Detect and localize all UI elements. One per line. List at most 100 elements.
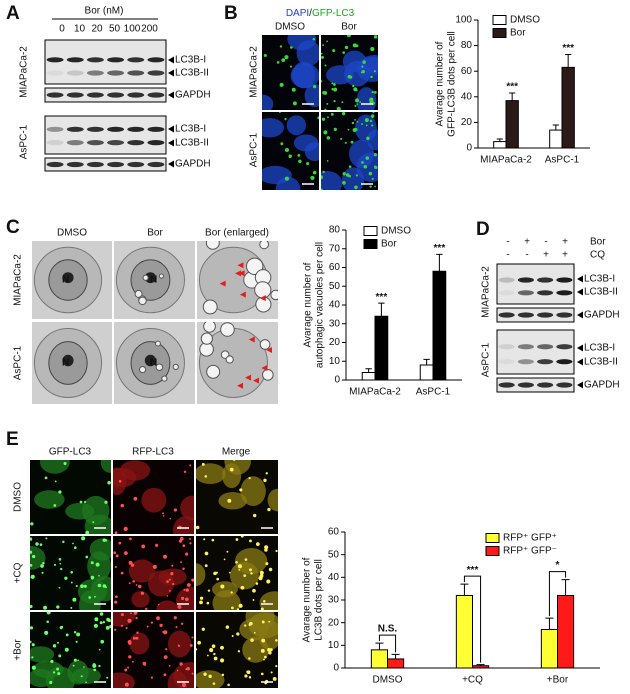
cell bbox=[156, 600, 178, 610]
dot bbox=[63, 461, 67, 466]
dot bbox=[354, 185, 358, 190]
vacuole bbox=[142, 274, 149, 281]
dot bbox=[177, 644, 180, 647]
dot bbox=[264, 655, 267, 659]
arrow bbox=[238, 270, 245, 277]
band bbox=[147, 70, 165, 76]
dot bbox=[120, 503, 125, 508]
vacuole bbox=[206, 364, 221, 379]
dot bbox=[237, 564, 243, 569]
dot bbox=[83, 584, 87, 588]
sign: + bbox=[562, 250, 568, 261]
cell bbox=[128, 559, 156, 583]
micrograph bbox=[197, 241, 278, 319]
dot bbox=[342, 181, 346, 185]
dot bbox=[175, 626, 178, 629]
dot bbox=[104, 500, 108, 504]
dot bbox=[288, 154, 292, 158]
dot bbox=[332, 49, 336, 53]
cell bbox=[148, 570, 175, 597]
dot bbox=[72, 542, 74, 545]
band bbox=[127, 57, 145, 63]
arrowhead bbox=[168, 56, 174, 64]
dot bbox=[43, 605, 48, 610]
row-label: AsPC-1 bbox=[13, 345, 24, 380]
sign: - bbox=[525, 250, 528, 261]
dot bbox=[275, 549, 278, 553]
band bbox=[556, 359, 573, 365]
error-bar bbox=[509, 92, 516, 101]
dot bbox=[260, 607, 264, 610]
stain-gfp: GFP-LC3 bbox=[312, 8, 355, 19]
vacuole bbox=[158, 273, 165, 279]
dot bbox=[83, 666, 85, 668]
nucleolus bbox=[144, 354, 157, 367]
band-label: GAPDH bbox=[584, 380, 620, 391]
dot bbox=[333, 100, 336, 103]
dot bbox=[150, 621, 154, 624]
cell bbox=[304, 83, 319, 108]
dot bbox=[204, 551, 209, 556]
dot bbox=[54, 480, 57, 483]
arrowhead bbox=[577, 358, 583, 366]
blot bbox=[496, 329, 575, 375]
dot bbox=[44, 476, 48, 480]
dot bbox=[189, 537, 192, 540]
dot bbox=[124, 668, 128, 672]
dot bbox=[73, 631, 77, 634]
dot bbox=[114, 531, 118, 534]
dot bbox=[52, 644, 57, 648]
micrograph bbox=[196, 536, 278, 610]
dot bbox=[41, 571, 44, 574]
dot bbox=[276, 60, 280, 64]
significance-label: *** bbox=[434, 243, 446, 254]
dot bbox=[209, 648, 214, 653]
sign: - bbox=[506, 237, 509, 248]
dot bbox=[249, 568, 252, 572]
dot bbox=[80, 675, 83, 678]
dot bbox=[233, 460, 236, 462]
panel-label: E bbox=[6, 429, 19, 450]
arrowhead bbox=[168, 69, 174, 77]
nucleus-label: N bbox=[150, 275, 157, 286]
bar bbox=[455, 594, 474, 669]
row-label: MIAPaCa-2 bbox=[19, 46, 30, 98]
dot bbox=[366, 136, 370, 141]
significance-label: *** bbox=[376, 292, 388, 303]
dot bbox=[83, 500, 87, 504]
band-label: LC3B-II bbox=[175, 68, 209, 79]
row-label: +CQ bbox=[13, 562, 24, 583]
dot bbox=[275, 639, 278, 642]
band bbox=[66, 70, 84, 76]
dot bbox=[135, 636, 139, 640]
dot bbox=[73, 658, 77, 662]
dot bbox=[166, 595, 169, 597]
dot bbox=[171, 564, 174, 567]
dot bbox=[127, 666, 130, 669]
y-axis-label: GFP-LC3B dots per cell bbox=[447, 31, 458, 137]
dot bbox=[197, 640, 202, 645]
dot bbox=[291, 87, 296, 92]
dot bbox=[331, 88, 334, 91]
band-label: LC3B-I bbox=[584, 343, 615, 354]
dot bbox=[102, 620, 106, 624]
band bbox=[107, 70, 125, 76]
vacuole bbox=[270, 289, 278, 301]
dot bbox=[373, 35, 378, 39]
dot bbox=[352, 84, 355, 88]
dot bbox=[355, 98, 360, 103]
nucleolus bbox=[144, 272, 157, 284]
dot bbox=[186, 667, 190, 671]
error-bar bbox=[365, 368, 372, 373]
dot bbox=[191, 578, 194, 582]
dot bbox=[196, 648, 198, 651]
dot bbox=[30, 522, 34, 526]
dose-label: 10 bbox=[74, 24, 86, 35]
error-bar bbox=[375, 642, 384, 650]
dot bbox=[182, 544, 186, 548]
bar bbox=[540, 628, 558, 669]
band-label: GAPDH bbox=[175, 90, 211, 101]
band bbox=[498, 277, 515, 283]
dot bbox=[248, 676, 252, 679]
cell bbox=[349, 139, 375, 168]
